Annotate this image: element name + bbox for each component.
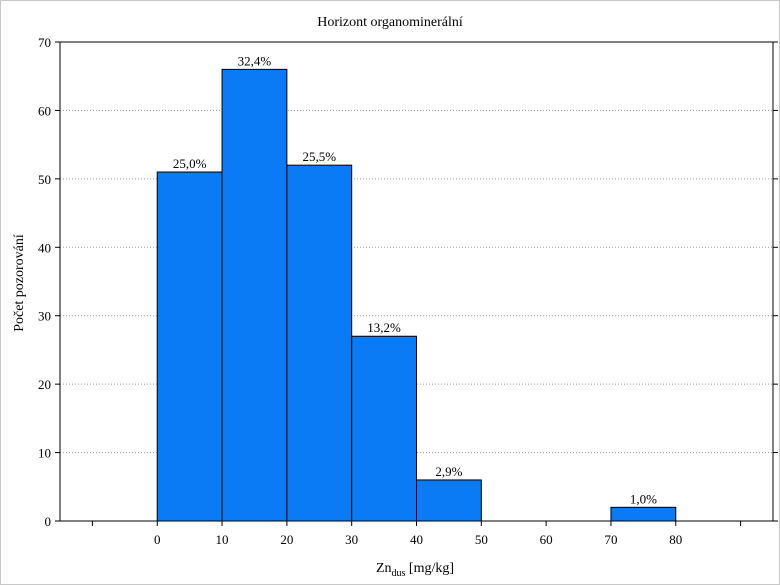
data-label: 25,5% xyxy=(302,149,336,164)
bar xyxy=(351,335,418,522)
bars xyxy=(156,68,677,522)
chart-title: Horizont organominerální xyxy=(317,15,463,30)
bar xyxy=(286,164,353,522)
bar xyxy=(156,171,223,522)
data-label: 25,0% xyxy=(173,156,207,171)
y-tick-label: 60 xyxy=(38,103,51,118)
x-tick-label: 30 xyxy=(345,532,358,547)
y-tick-label: 30 xyxy=(38,309,51,324)
x-tick-label: 50 xyxy=(475,532,488,547)
bar xyxy=(610,506,677,522)
x-axis-title-main: Zn xyxy=(376,561,392,576)
gridlines xyxy=(60,109,773,454)
y-axis-title: Počet pozorování xyxy=(12,234,27,332)
y-axis: 0 10 20 30 40 50 60 70 xyxy=(38,35,778,529)
x-tick-label: 10 xyxy=(216,532,229,547)
x-axis-title-unit: [mg/kg] xyxy=(405,561,454,576)
x-tick-label: 70 xyxy=(604,532,617,547)
data-label: 1,0% xyxy=(630,491,657,506)
bar xyxy=(221,68,288,522)
data-labels: 25,0% 32,4% 25,5% 13,2% 2,9% 1,0% xyxy=(173,53,657,506)
x-axis-title-subscript: dus xyxy=(392,568,406,579)
x-axis: 0 10 20 30 40 50 60 70 80 xyxy=(91,521,742,547)
data-label: 2,9% xyxy=(435,464,462,479)
y-tick-label: 50 xyxy=(38,172,51,187)
x-tick-label: 60 xyxy=(540,532,553,547)
y-tick-label: 40 xyxy=(38,240,51,255)
y-tick-label: 10 xyxy=(38,446,51,461)
data-label: 13,2% xyxy=(367,320,401,335)
x-tick-label: 0 xyxy=(154,532,161,547)
x-tick-label: 80 xyxy=(669,532,682,547)
x-tick-label: 40 xyxy=(410,532,423,547)
y-tick-label: 0 xyxy=(45,514,52,529)
bar xyxy=(416,479,482,522)
x-tick-label: 20 xyxy=(280,532,293,547)
x-axis-title: Zndus [mg/kg] xyxy=(376,561,454,579)
y-tick-label: 70 xyxy=(38,35,51,50)
y-tick-label: 20 xyxy=(38,377,51,392)
data-label: 32,4% xyxy=(238,53,272,68)
